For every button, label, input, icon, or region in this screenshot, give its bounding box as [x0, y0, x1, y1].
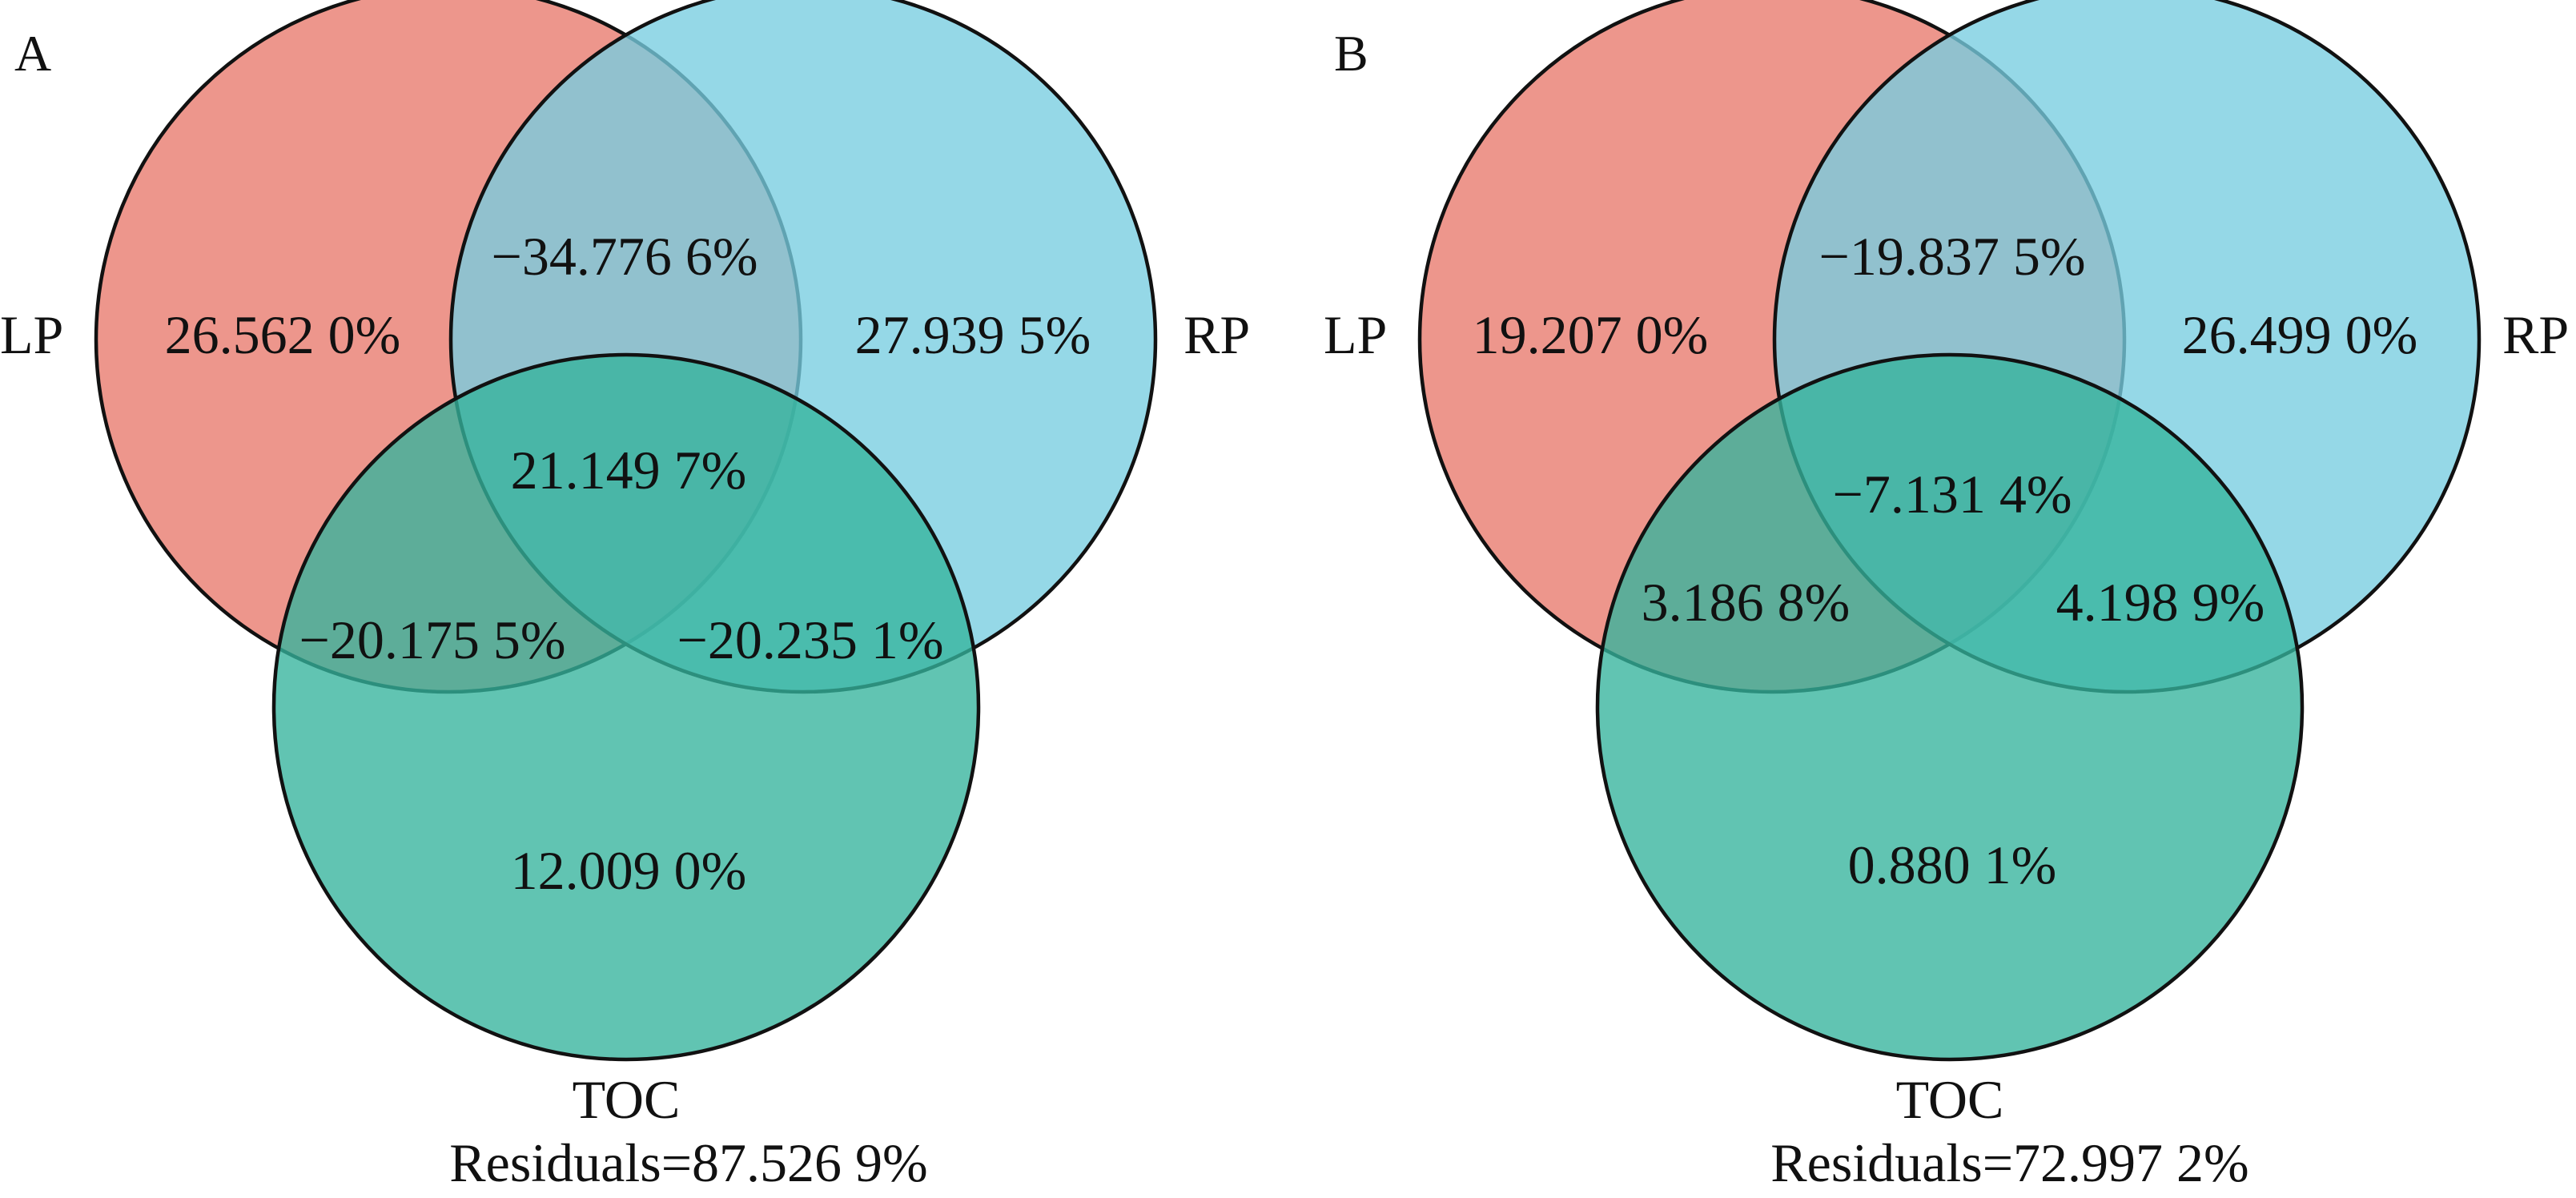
panel-b: B LP RP TOC 19.207 0% 26.499 0% 0.880 1%…	[1324, 0, 2569, 1193]
residuals-label: Residuals=72.997 2%	[1770, 1132, 2248, 1193]
region-lp-toc: 3.186 8%	[1642, 572, 1851, 633]
region-lp-only: 26.562 0%	[165, 304, 401, 365]
circle-toc	[1595, 352, 2305, 1062]
panel-letter: A	[14, 25, 51, 82]
label-rp: RP	[2502, 304, 2569, 365]
region-all: −7.131 4%	[1833, 464, 2072, 525]
region-lp-toc: −20.175 5%	[299, 609, 566, 670]
region-lp-only: 19.207 0%	[1473, 304, 1709, 365]
label-rp: RP	[1184, 304, 1250, 365]
region-all: 21.149 7%	[511, 440, 747, 501]
label-toc: TOC	[573, 1069, 681, 1130]
panel-letter: B	[1334, 25, 1368, 82]
region-lp-rp: −34.776 6%	[492, 226, 758, 287]
region-rp-toc: 4.198 9%	[2056, 572, 2265, 633]
region-rp-only: 27.939 5%	[855, 304, 1091, 365]
circle-toc	[271, 352, 981, 1062]
panel-a: A LP RP TOC 26.562 0% 27.939 5% 12.009 0…	[0, 0, 1250, 1193]
residuals-label: Residuals=87.526 9%	[449, 1132, 927, 1193]
region-rp-toc: −20.235 1%	[677, 609, 944, 670]
region-rp-only: 26.499 0%	[2182, 304, 2418, 365]
label-lp: LP	[0, 304, 63, 365]
region-lp-rp: −19.837 5%	[1819, 226, 2086, 287]
label-lp: LP	[1324, 304, 1387, 365]
label-toc: TOC	[1896, 1069, 2004, 1130]
region-toc-only: 12.009 0%	[511, 840, 747, 901]
region-toc-only: 0.880 1%	[1848, 834, 2057, 895]
